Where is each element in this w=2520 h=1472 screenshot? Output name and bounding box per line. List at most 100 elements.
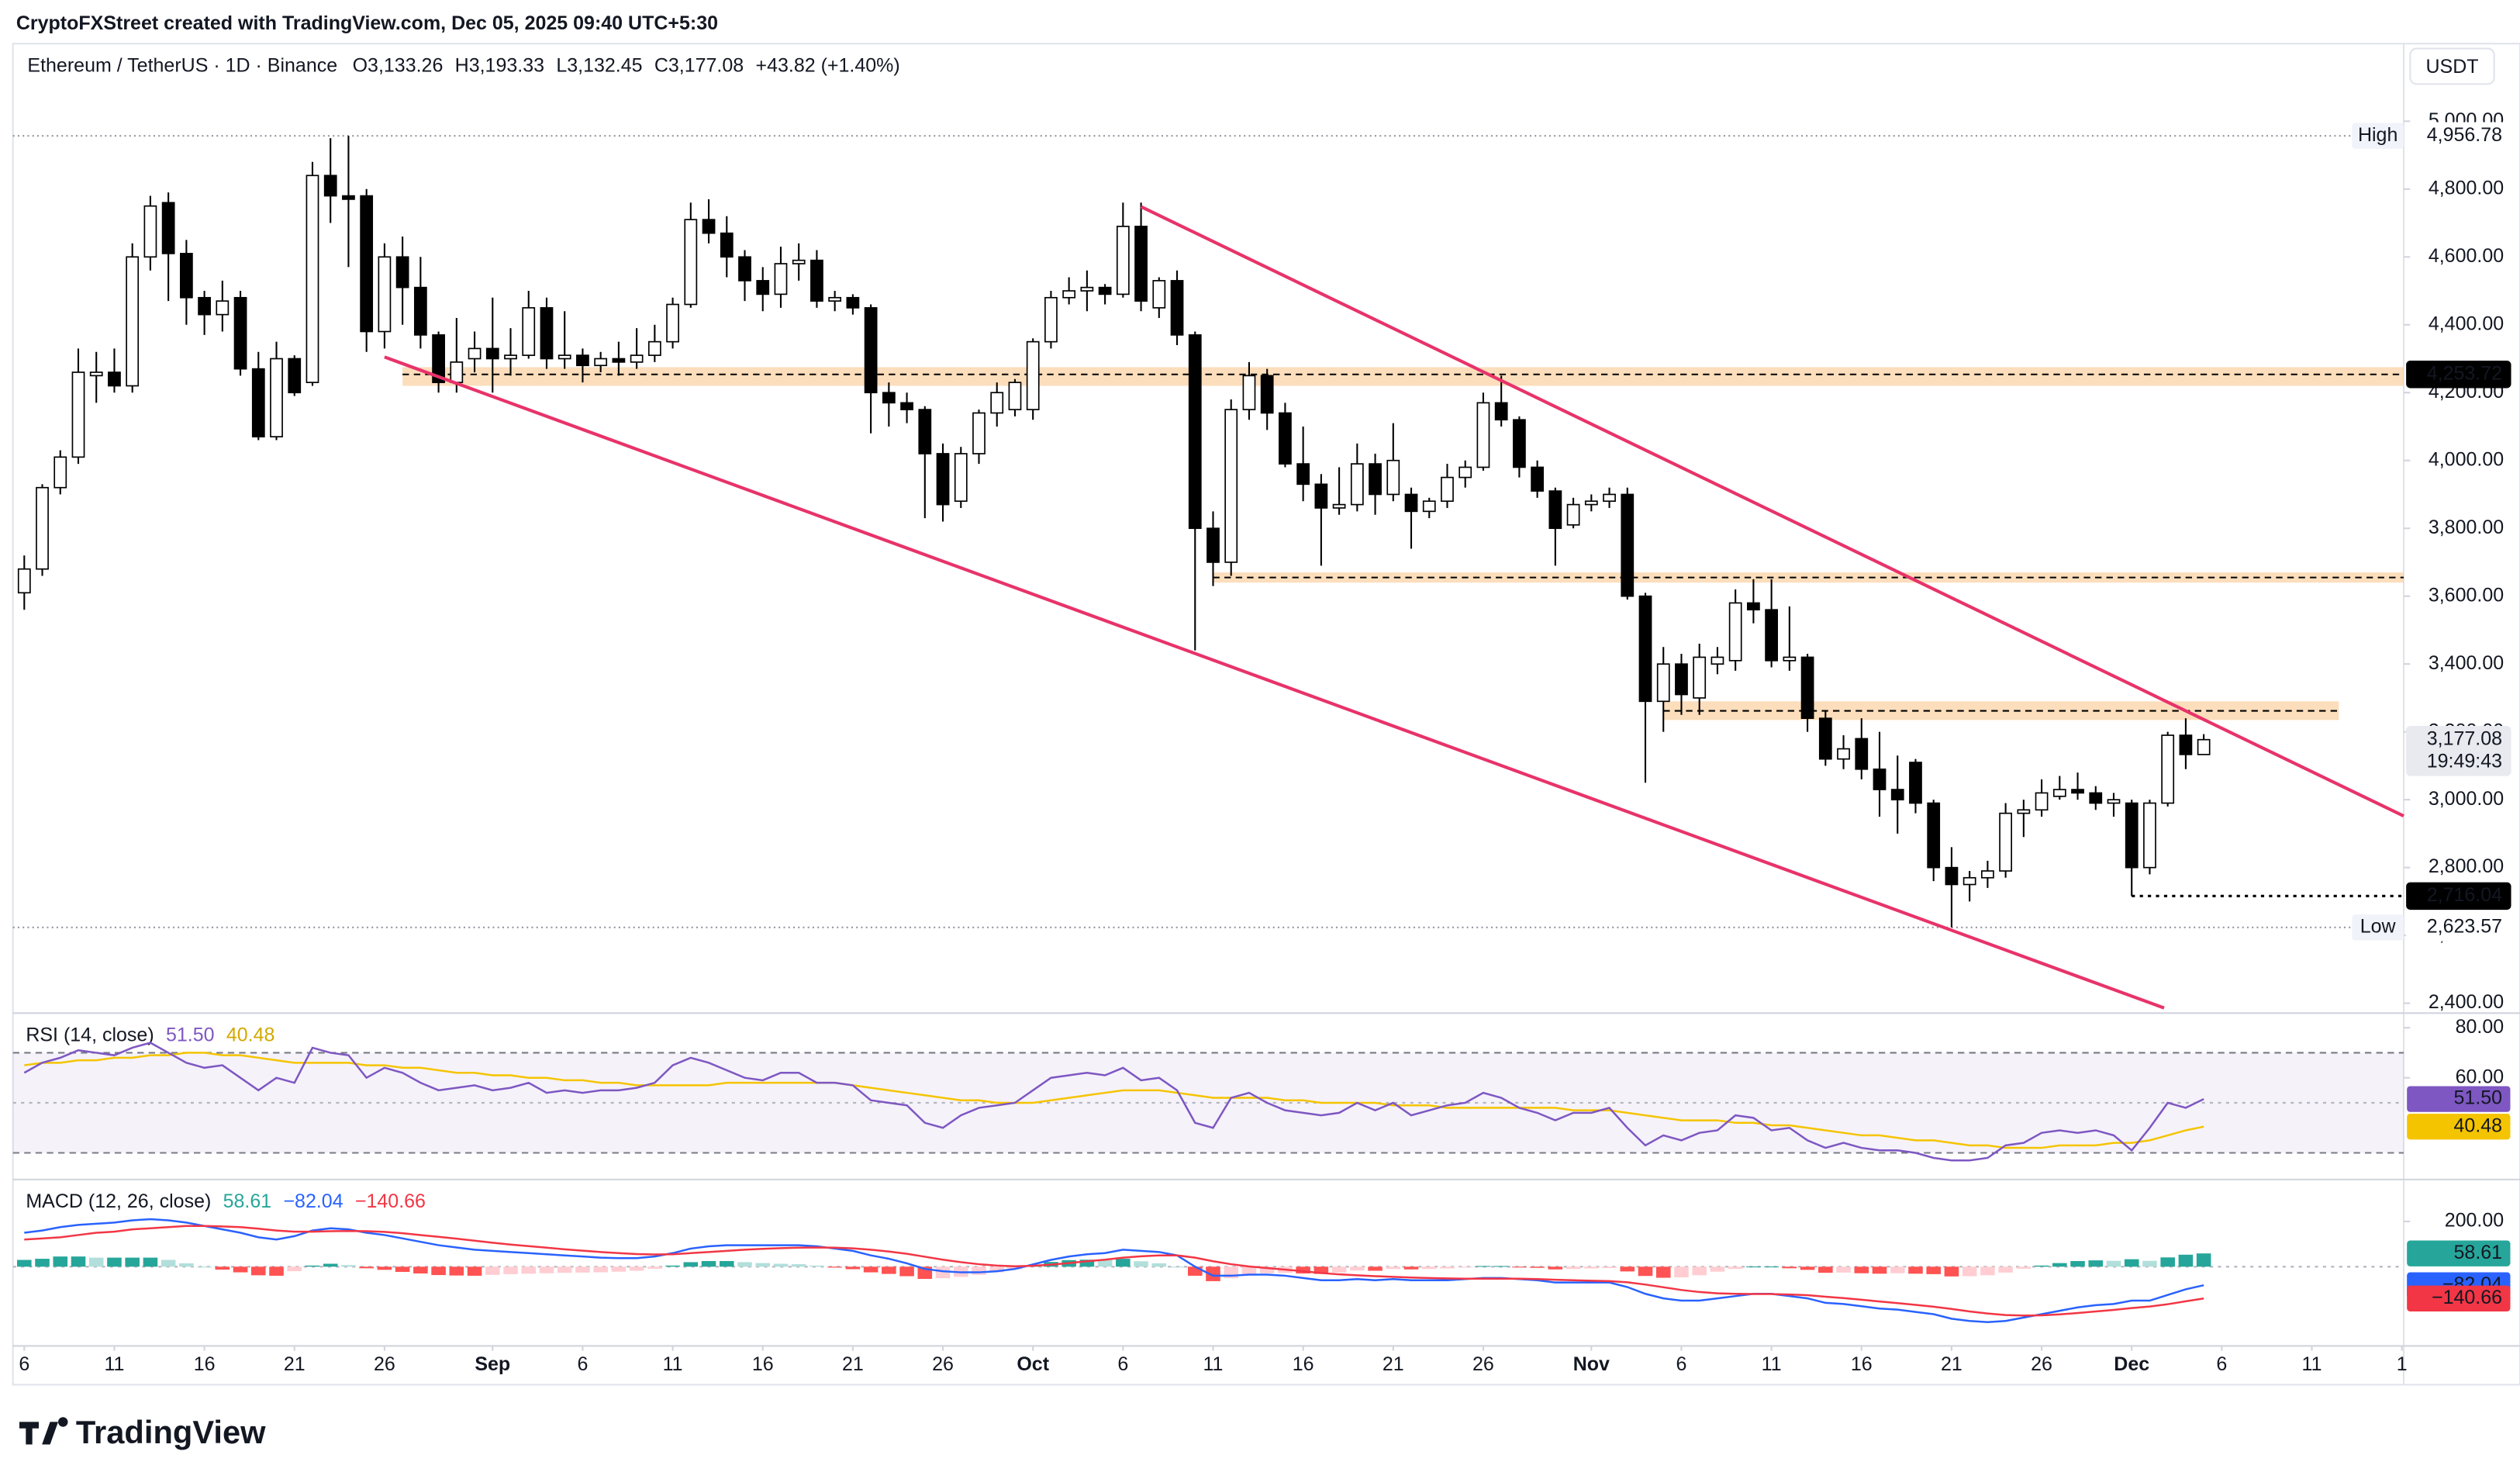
candle-body (306, 174, 319, 383)
candle-body (450, 361, 464, 383)
candle-body (71, 371, 85, 458)
histogram-bar (1782, 1266, 1797, 1269)
candle-body (378, 256, 392, 333)
candle-body (774, 263, 788, 295)
x-tick-label: 6 (1117, 1353, 1128, 1375)
histogram-bar (827, 1266, 842, 1268)
histogram-bar (737, 1262, 752, 1267)
histogram-bar (845, 1266, 861, 1270)
histogram-bar (1241, 1266, 1257, 1275)
histogram-bar (143, 1257, 158, 1267)
histogram-bar (1314, 1266, 1329, 1274)
candle-body (1026, 340, 1040, 410)
histogram-bar (972, 1266, 986, 1275)
histogram-bar (1746, 1266, 1761, 1268)
candle-body (108, 371, 121, 387)
price-tag-box (2352, 914, 2404, 941)
rsi-line (24, 1052, 2204, 1149)
histogram-bar (1458, 1266, 1473, 1268)
histogram-bar (503, 1266, 518, 1274)
candle-body (1621, 493, 1635, 597)
candle-body (1441, 476, 1454, 503)
candle-body (1206, 527, 1220, 563)
candle-body (900, 402, 913, 410)
candle-body (143, 205, 157, 258)
candle-body (1603, 493, 1616, 503)
histogram-bar (1692, 1266, 1707, 1276)
histogram-bar (179, 1263, 194, 1267)
price-marker-sub: 19:49:43 (2427, 750, 2502, 772)
x-tick-label: 6 (1676, 1353, 1687, 1375)
histogram-bar (125, 1257, 140, 1267)
histogram-value: 58.61 (223, 1190, 272, 1212)
close: C3,177.08 (654, 54, 744, 76)
histogram-bar (1818, 1266, 1833, 1273)
histogram-bar (791, 1264, 806, 1267)
histogram-bar (899, 1266, 914, 1277)
candle-body (1747, 602, 1760, 611)
histogram-bar (1206, 1266, 1220, 1281)
candle-body (936, 453, 950, 506)
candle-body (1350, 463, 1364, 506)
histogram-bar (1296, 1266, 1310, 1274)
candle-body (395, 256, 409, 289)
candle-body (1369, 463, 1382, 496)
candle-body (558, 354, 571, 360)
candle-body (1927, 802, 1941, 869)
histogram-bar (1548, 1266, 1563, 1270)
trendline (384, 355, 2165, 1010)
x-tick-label: 11 (104, 1353, 124, 1375)
histogram-bar (359, 1266, 374, 1269)
zone (402, 367, 2404, 386)
histogram-bar (647, 1266, 662, 1269)
signal-value: −140.66 (355, 1190, 426, 1212)
histogram-bar (882, 1266, 896, 1274)
currency[interactable]: USDT (2425, 56, 2478, 78)
candle-body (720, 232, 734, 258)
histogram-bar (53, 1256, 68, 1267)
candle-body (576, 354, 589, 367)
candle-body (2089, 792, 2103, 804)
candle-body (1494, 402, 1508, 421)
currency-button[interactable] (2409, 47, 2495, 85)
x-tick-label: 26 (932, 1353, 954, 1375)
histogram-bar (1836, 1266, 1851, 1273)
histogram-bar (539, 1266, 554, 1273)
histogram-bar (1368, 1266, 1383, 1271)
x-tick-label: 16 (1851, 1353, 1873, 1375)
candle-body (1332, 503, 1346, 509)
rsi-value: 51.50 (166, 1024, 215, 1045)
histogram-bar (395, 1266, 410, 1272)
candle-body (2035, 792, 2049, 811)
x-tick-label: 16 (752, 1353, 774, 1375)
histogram-bar (35, 1259, 50, 1267)
zone (1213, 572, 2404, 583)
candle-body (1224, 409, 1238, 563)
candle-body (89, 371, 103, 377)
histogram-bar (521, 1266, 537, 1274)
histogram-bar (557, 1266, 572, 1273)
candle-body (2071, 789, 2084, 794)
x-tick-label: 21 (284, 1353, 306, 1375)
candle-body (468, 347, 482, 360)
candle-body (684, 219, 698, 306)
histogram-bar (1440, 1266, 1455, 1269)
chart-frame (12, 43, 2520, 1386)
symbol-legend: Ethereum / TetherUS · 1D · Binance O3,13… (27, 54, 899, 76)
candle-body (1260, 375, 1274, 414)
histogram-bar (2160, 1257, 2175, 1267)
histogram-bar (17, 1259, 32, 1267)
candle-body (2052, 789, 2066, 797)
candle-body (1458, 466, 1472, 479)
histogram-bar (71, 1256, 86, 1267)
candle-body (738, 256, 751, 282)
price-tag-box (2352, 123, 2404, 149)
candle-body (1962, 876, 1976, 886)
candle-body (1675, 663, 1688, 696)
x-tick-label: 6 (577, 1353, 588, 1375)
histogram-bar (1980, 1266, 1995, 1276)
candle-body (972, 412, 986, 454)
histogram-bar (2016, 1266, 2032, 1269)
